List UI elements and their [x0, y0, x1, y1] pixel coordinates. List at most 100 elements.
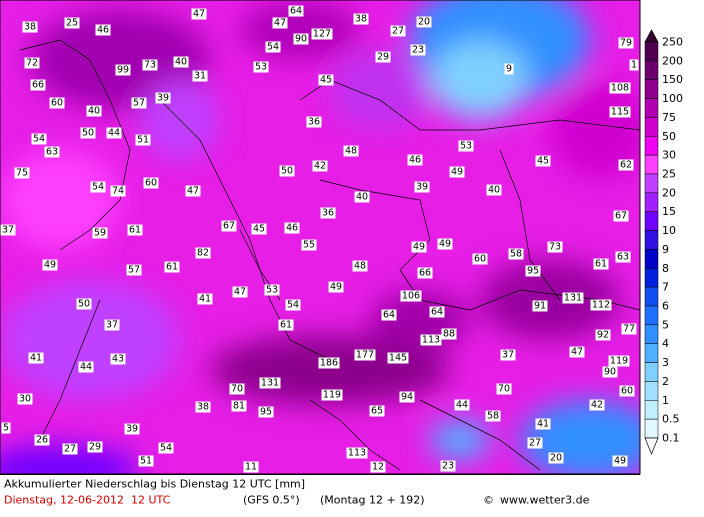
label-box [496, 383, 512, 395]
colorbar-tick-label: 50 [662, 130, 676, 143]
label-box [127, 224, 143, 236]
station-value: 72 [26, 58, 38, 69]
station-value: 119 [323, 390, 341, 401]
label-box [64, 17, 80, 29]
label-box [278, 319, 294, 331]
station-value: 63 [46, 147, 58, 158]
colorbar-tick-label: 6 [662, 300, 669, 313]
station-value: 66 [32, 80, 44, 91]
station-value: 57 [128, 265, 140, 276]
station-value: 51 [140, 456, 152, 467]
station-value: 50 [78, 299, 90, 310]
station-value: 67 [615, 211, 627, 222]
station-value: 20 [550, 453, 562, 464]
colorbar-segment [644, 211, 659, 231]
station-value: 23 [412, 45, 424, 56]
station-value: 44 [456, 400, 468, 411]
colorbar-segment [644, 136, 659, 156]
label-box [407, 154, 423, 166]
station-value: 48 [345, 146, 357, 157]
station-value: 27 [529, 438, 541, 449]
label-box [410, 44, 426, 56]
label-box [609, 82, 631, 94]
station-value: 60 [145, 178, 157, 189]
colorbar-tick-label: 1 [662, 394, 669, 407]
colorbar-bottom-arrow [644, 437, 659, 455]
label-box [22, 21, 38, 33]
label-box [253, 61, 269, 73]
colorbar-segment [644, 286, 659, 307]
station-value: 113 [422, 335, 440, 346]
station-value: 145 [389, 353, 407, 364]
label-box [343, 145, 359, 157]
station-value: 92 [597, 330, 609, 341]
label-box [192, 70, 208, 82]
label-box [306, 116, 322, 128]
footer-model: (GFS 0.5°) [243, 494, 300, 507]
label-box [602, 366, 618, 378]
station-value: 70 [498, 384, 510, 395]
label-box [106, 127, 122, 139]
colorbar-segment [644, 381, 659, 401]
label-box [195, 401, 211, 413]
label-box [110, 185, 126, 197]
station-value: 46 [409, 155, 421, 166]
station-value: 29 [89, 442, 101, 453]
label-box [44, 146, 60, 158]
station-value: 55 [303, 240, 315, 251]
station-value: 40 [175, 57, 187, 68]
station-value: 40 [488, 185, 500, 196]
label-box [504, 63, 514, 75]
station-value: 64 [431, 307, 443, 318]
label-box [595, 329, 611, 341]
label-box [441, 328, 457, 340]
label-box [14, 167, 30, 179]
label-box [437, 238, 453, 250]
footer-date: Dienstag, 12-06-2012 12 UTC [4, 494, 171, 507]
station-value: 40 [356, 192, 368, 203]
label-box [17, 393, 33, 405]
label-box [185, 185, 201, 197]
station-value: 54 [287, 300, 299, 311]
station-value: 112 [592, 300, 610, 311]
station-value: 26 [36, 435, 48, 446]
station-value: 39 [416, 182, 428, 193]
label-box [104, 319, 120, 331]
label-box [311, 28, 333, 40]
label-box [569, 346, 585, 358]
colorbar-tick-label: 20 [662, 186, 676, 199]
station-value: 61 [166, 262, 178, 273]
label-box [354, 349, 376, 361]
label-box [265, 41, 281, 53]
colorbar-tick-label: 8 [662, 262, 669, 275]
station-value: 39 [126, 424, 138, 435]
station-value: 113 [348, 448, 366, 459]
colorbar-segment [644, 154, 659, 175]
station-value: 58 [487, 411, 499, 422]
label-box [321, 389, 343, 401]
station-value: 54 [92, 182, 104, 193]
station-value: 45 [253, 224, 265, 235]
station-value: 9 [506, 64, 512, 75]
station-value: 47 [187, 186, 199, 197]
station-value: 53 [460, 141, 472, 152]
station-value: 36 [308, 117, 320, 128]
label-box [158, 442, 174, 454]
label-box [279, 165, 295, 177]
station-value: 61 [595, 259, 607, 270]
label-box [369, 405, 385, 417]
label-box [34, 434, 50, 446]
label-box [486, 184, 502, 196]
label-box [301, 239, 317, 251]
label-box [62, 443, 78, 455]
colorbar-segment [644, 324, 659, 344]
station-value: 77 [623, 324, 635, 335]
footer-copyright: © [483, 494, 494, 507]
station-value: 47 [571, 347, 583, 358]
station-value: 49 [614, 456, 626, 467]
station-value: 47 [193, 9, 205, 20]
colorbar-tick-label: 15 [662, 205, 676, 218]
station-value: 61 [280, 320, 292, 331]
station-value: 49 [439, 239, 451, 250]
